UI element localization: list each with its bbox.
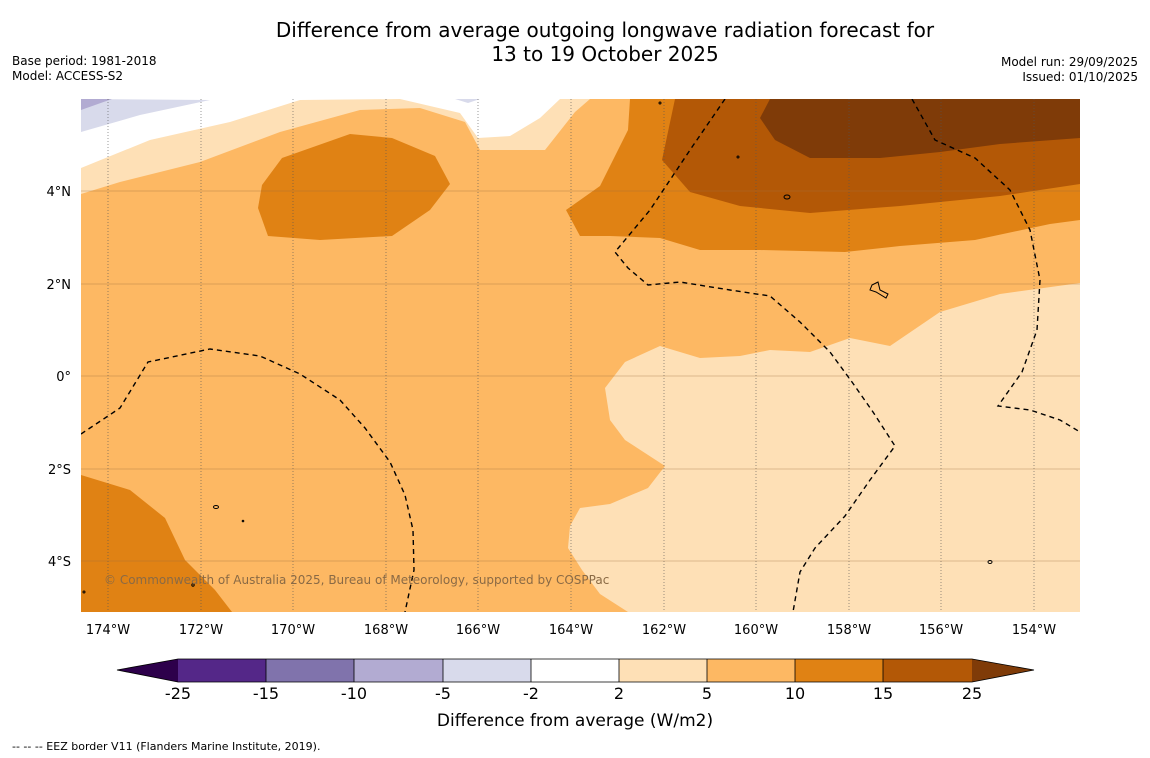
base-period: Base period: 1981-2018 (12, 54, 157, 68)
eez-borders (81, 99, 1080, 612)
colorbar-tick: -10 (341, 684, 367, 703)
colorbar: -25 -15 -10 -5 -2 2 5 10 15 25 Differenc… (116, 658, 1035, 731)
colorbar-swatch-4 (443, 659, 531, 682)
lat-label: 0° (56, 370, 71, 385)
meta-left: Base period: 1981-2018 Model: ACCESS-S2 (12, 54, 157, 84)
band-neg5-neg2 (81, 99, 210, 132)
title-line-1: Difference from average outgoing longwav… (275, 18, 935, 42)
colorbar-swatch-5 (531, 659, 619, 682)
colorbar-tick: 10 (785, 684, 805, 703)
model-name: Model: ACCESS-S2 (12, 69, 124, 83)
band-10-15-blob-northwest (258, 134, 450, 240)
colorbar-tick: 2 (614, 684, 624, 703)
colorbar-tick: -25 (165, 684, 191, 703)
lon-label: 162°W (642, 623, 686, 638)
colorbar-swatch-7 (707, 659, 795, 682)
lon-label: 170°W (271, 623, 315, 638)
copyright-notice: © Commonwealth of Australia 2025, Bureau… (104, 573, 609, 587)
lon-label: 154°W (1012, 623, 1056, 638)
colorbar-swatch-9 (883, 659, 972, 682)
colorbar-tick: 5 (702, 684, 712, 703)
lon-label: 174°W (86, 623, 130, 638)
colorbar-swatch-6 (619, 659, 707, 682)
lat-label: 2°N (47, 278, 72, 293)
latitude-labels: 4°N 2°N 0° 2°S 4°S (47, 185, 72, 570)
lon-label: 164°W (549, 623, 593, 638)
map-plot-area: © Commonwealth of Australia 2025, Bureau… (81, 99, 1080, 612)
lon-label: 172°W (179, 623, 223, 638)
lat-label: 2°S (48, 463, 71, 478)
colorbar-tick: 15 (873, 684, 893, 703)
colorbar-dividers (265, 659, 884, 682)
colorbar-title: Difference from average (W/m2) (437, 711, 713, 731)
lon-label: 158°W (827, 623, 871, 638)
band-neg5-neg2-small (455, 99, 480, 103)
eez-legend-note: -- -- -- EEZ border V11 (Flanders Marine… (12, 740, 321, 753)
lon-label: 168°W (364, 623, 408, 638)
longitude-labels: 174°W 172°W 170°W 168°W 166°W 164°W 162°… (86, 623, 1056, 638)
lon-label: 160°W (734, 623, 778, 638)
colorbar-extend-low (117, 659, 178, 682)
lon-label: 166°W (456, 623, 500, 638)
model-run: Model run: 29/09/2025 (1000, 55, 1138, 69)
lon-label: 156°W (919, 623, 963, 638)
lat-label: 4°N (47, 185, 72, 200)
latitude-lines (81, 190, 1080, 562)
title-line-2: 13 to 19 October 2025 (491, 42, 719, 66)
colorbar-tick: -15 (253, 684, 279, 703)
colorbar-extend-high (972, 659, 1034, 682)
lat-label: 4°S (48, 555, 71, 570)
band-above-25 (760, 99, 1080, 158)
band-10-15-southwest (81, 475, 232, 612)
issued-date: Issued: 01/10/2025 (1022, 70, 1138, 84)
islands (82, 101, 993, 594)
colorbar-swatch-2 (266, 659, 354, 682)
band-neg10-neg5 (81, 99, 112, 110)
colorbar-tick: -5 (435, 684, 451, 703)
colorbar-tick: 25 (962, 684, 982, 703)
meta-right: Model run: 29/09/2025 Issued: 01/10/2025 (1001, 55, 1138, 85)
colorbar-tick: -2 (523, 684, 539, 703)
colorbar-outline (116, 658, 1035, 683)
band-2-5-southeast (568, 283, 1080, 612)
colorbar-swatch-1 (178, 659, 266, 682)
colorbar-swatch-3 (354, 659, 443, 682)
band-neutral-white (81, 99, 560, 168)
figure-title: Difference from average outgoing longwav… (200, 18, 1010, 66)
colorbar-swatch-8 (795, 659, 883, 682)
